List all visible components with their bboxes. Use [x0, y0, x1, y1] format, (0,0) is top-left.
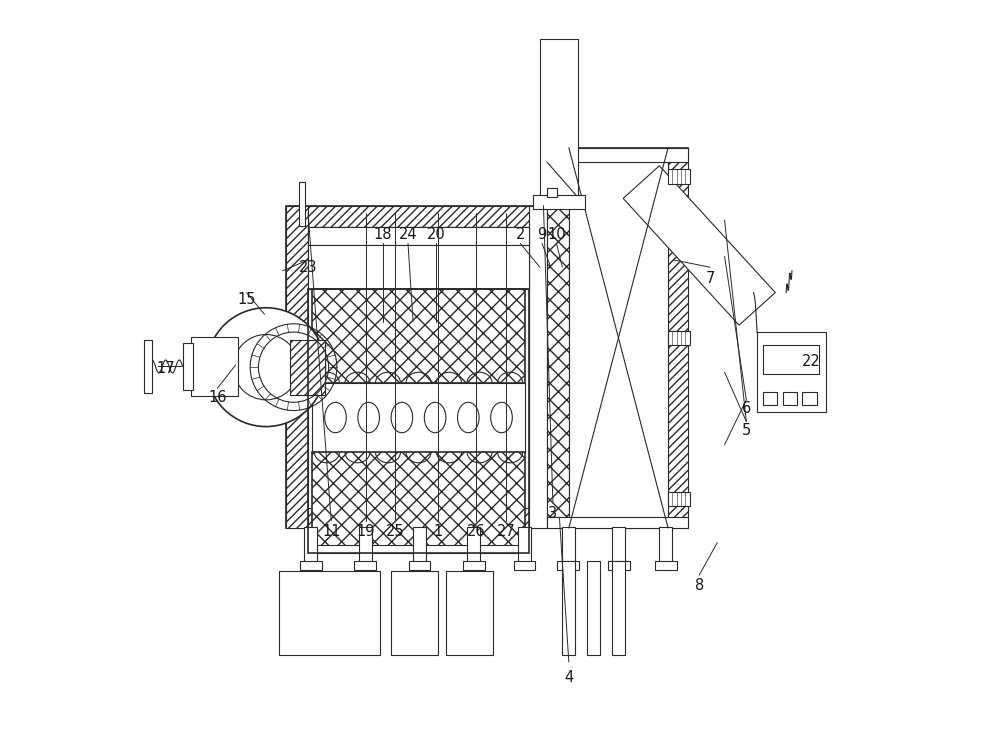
Bar	[612, 561, 625, 655]
Bar	[514, 561, 535, 570]
Bar	[668, 492, 690, 507]
Bar	[802, 392, 817, 405]
Bar	[308, 245, 529, 289]
Bar	[290, 339, 325, 395]
Bar	[446, 572, 493, 655]
Text: 26: 26	[467, 524, 485, 539]
Bar	[668, 147, 688, 528]
Text: 15: 15	[237, 292, 256, 307]
Bar	[547, 188, 557, 197]
Bar	[308, 289, 529, 553]
Text: 23: 23	[299, 260, 317, 274]
Bar	[540, 39, 578, 206]
Bar	[308, 227, 529, 245]
Bar	[562, 561, 575, 655]
Bar	[312, 452, 525, 546]
Bar	[409, 561, 430, 570]
Bar	[463, 561, 485, 570]
Bar	[286, 206, 308, 528]
Ellipse shape	[424, 402, 446, 433]
Text: 11: 11	[322, 524, 340, 539]
Bar	[286, 206, 547, 528]
Ellipse shape	[458, 402, 479, 433]
Text: 24: 24	[399, 227, 417, 242]
Bar	[547, 517, 688, 528]
Ellipse shape	[358, 402, 379, 433]
Bar	[285, 326, 302, 409]
Bar	[547, 147, 569, 528]
Circle shape	[207, 308, 325, 426]
Bar	[569, 147, 668, 528]
Text: 7: 7	[705, 271, 715, 285]
Bar	[308, 227, 529, 508]
Circle shape	[233, 334, 299, 400]
Bar	[286, 206, 547, 227]
Bar	[279, 572, 380, 655]
Text: 18: 18	[373, 227, 392, 242]
Bar	[763, 392, 777, 405]
Bar	[763, 345, 819, 374]
Bar	[299, 182, 305, 226]
Bar	[529, 206, 547, 528]
Bar	[557, 561, 579, 570]
Bar	[308, 545, 529, 553]
Text: 16: 16	[208, 390, 227, 405]
Bar	[413, 526, 426, 563]
Bar	[757, 332, 826, 412]
Text: 2: 2	[516, 227, 525, 242]
Polygon shape	[623, 166, 775, 325]
Ellipse shape	[391, 402, 413, 433]
Ellipse shape	[491, 402, 512, 433]
Bar	[783, 392, 797, 405]
Bar	[312, 383, 525, 452]
Bar	[354, 561, 376, 570]
Bar	[304, 526, 317, 563]
Bar	[668, 169, 690, 184]
Bar	[612, 526, 625, 563]
Text: 25: 25	[386, 524, 404, 539]
Bar	[286, 508, 547, 528]
Bar	[587, 561, 600, 655]
Bar	[183, 343, 193, 391]
Bar	[533, 195, 585, 210]
Text: 20: 20	[427, 227, 446, 242]
Bar	[144, 339, 152, 393]
Bar	[608, 561, 630, 570]
Bar	[467, 526, 480, 563]
Bar	[668, 331, 690, 345]
Text: 8: 8	[695, 578, 704, 593]
Text: 1: 1	[434, 524, 443, 539]
Ellipse shape	[325, 402, 346, 433]
Bar	[518, 526, 531, 563]
Text: 19: 19	[357, 524, 375, 539]
Text: 27: 27	[496, 524, 515, 539]
Text: 17: 17	[156, 361, 175, 376]
Text: 5: 5	[742, 423, 751, 438]
Bar	[562, 526, 575, 563]
Bar	[300, 561, 322, 570]
Bar	[655, 561, 677, 570]
Text: 22: 22	[802, 354, 821, 369]
Text: 10: 10	[547, 227, 566, 242]
Bar	[659, 526, 672, 563]
Bar	[547, 147, 688, 528]
Text: 4: 4	[564, 670, 573, 685]
Bar	[547, 147, 688, 162]
Bar	[312, 289, 525, 383]
Text: 9: 9	[537, 227, 547, 242]
Text: 6: 6	[742, 401, 751, 416]
Bar	[191, 337, 238, 396]
Bar	[391, 572, 438, 655]
Bar	[359, 526, 372, 563]
Text: 3: 3	[548, 506, 557, 521]
